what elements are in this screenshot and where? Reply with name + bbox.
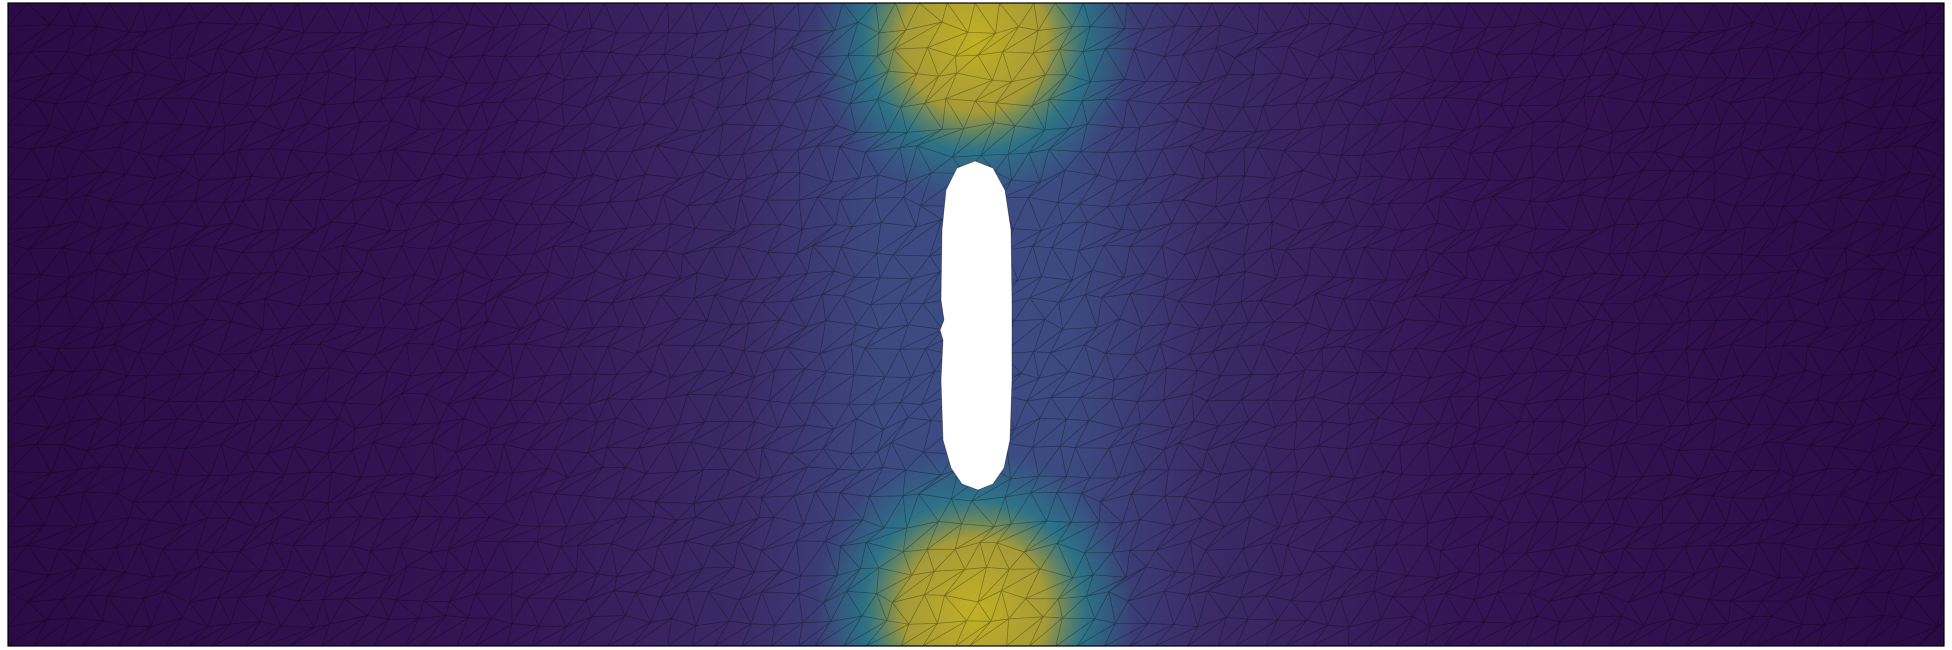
plate-border bbox=[7, 2, 1945, 647]
triangular-mesh bbox=[8, 3, 1944, 646]
plate-field bbox=[8, 3, 1944, 646]
mesh-edges bbox=[8, 3, 1944, 646]
elliptical-hole bbox=[939, 160, 1013, 491]
